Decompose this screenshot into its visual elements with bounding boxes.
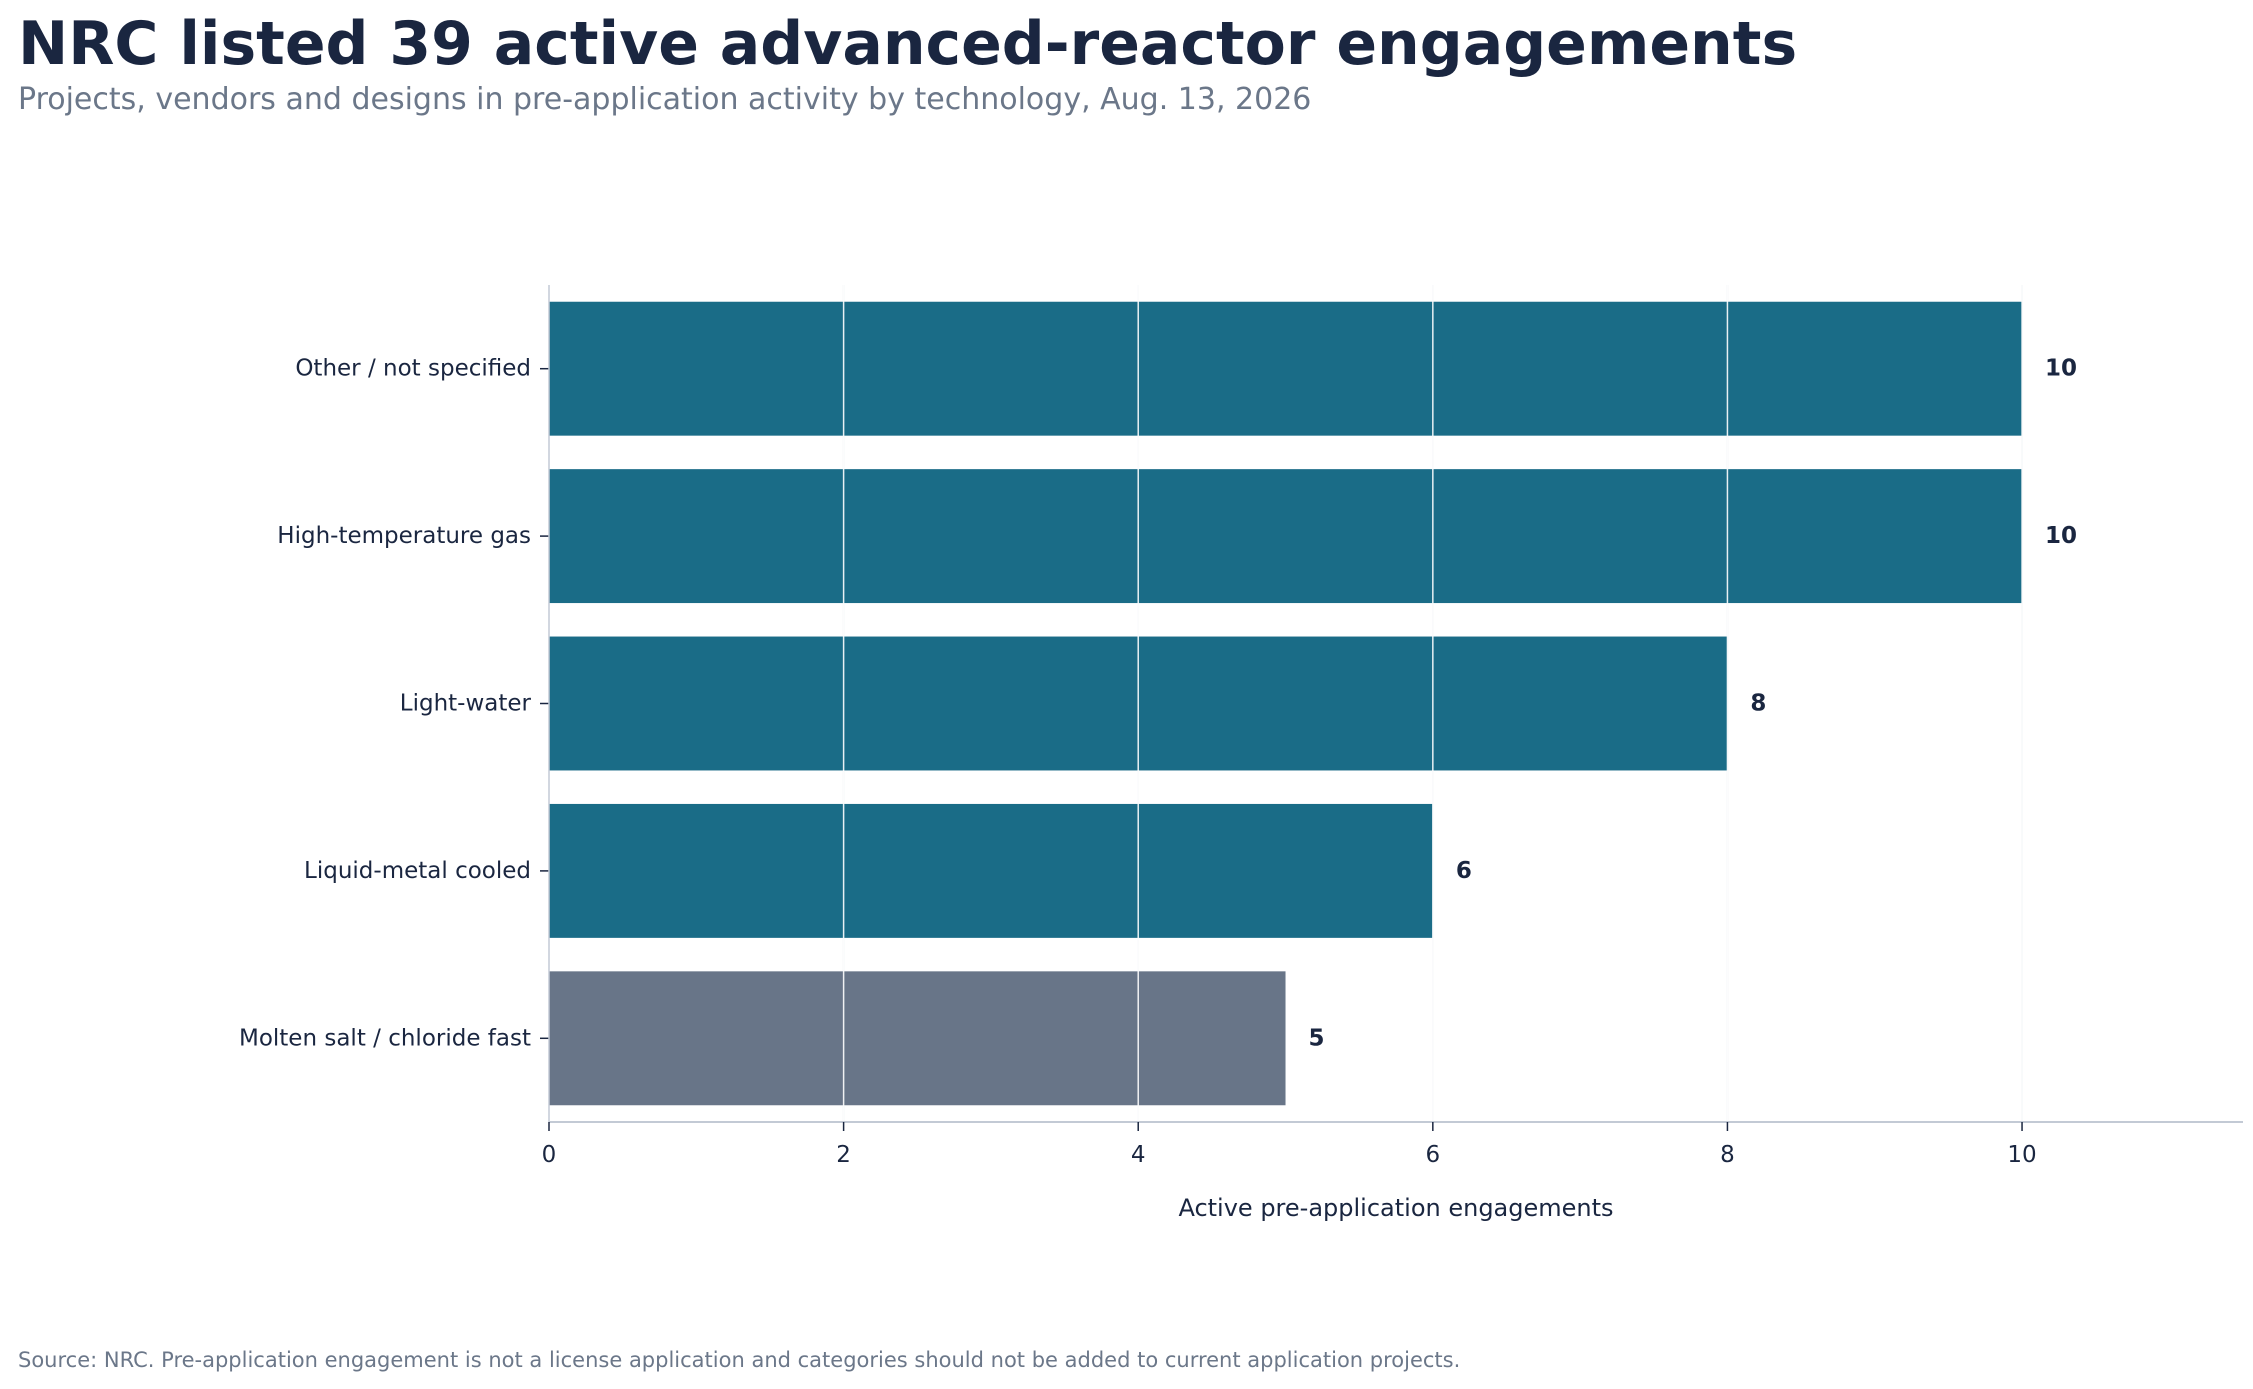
x-tick-label: 4 [1131,1142,1146,1168]
x-tick-label: 10 [2007,1142,2036,1168]
x-axis-title: Active pre-application engagements [1178,1194,1613,1222]
y-tick-label: Molten salt / chloride fast [239,1025,531,1051]
x-tick-label: 6 [1426,1142,1441,1168]
x-tick-label: 8 [1720,1142,1735,1168]
data-label: 5 [1309,1025,1325,1051]
y-tick-label: Light-water [400,691,532,717]
data-label: 8 [1750,691,1766,717]
y-tick-label: High-temperature gas [277,523,531,549]
grid-overlay [842,285,2023,1122]
bar [549,803,1433,938]
y-tick-label: Liquid-metal cooled [304,858,531,884]
bars [549,301,2023,1106]
bar [549,301,2023,436]
data-label: 6 [1456,858,1472,884]
bar [549,469,2023,604]
y-tick-label: Other / not specified [295,356,531,382]
data-label: 10 [2045,356,2077,382]
bar [549,971,1286,1106]
data-label: 10 [2045,523,2077,549]
axes [540,285,2243,1131]
chart-title: NRC listed 39 active advanced-reactor en… [18,9,1798,79]
x-tick-label: 0 [542,1142,557,1168]
x-tick-label: 2 [836,1142,851,1168]
chart-subtitle: Projects, vendors and designs in pre-app… [18,82,1312,117]
source-note: Source: NRC. Pre-application engagement … [18,1348,1461,1372]
labels: Other / not specified 10 High-temperature … [239,356,2077,1168]
